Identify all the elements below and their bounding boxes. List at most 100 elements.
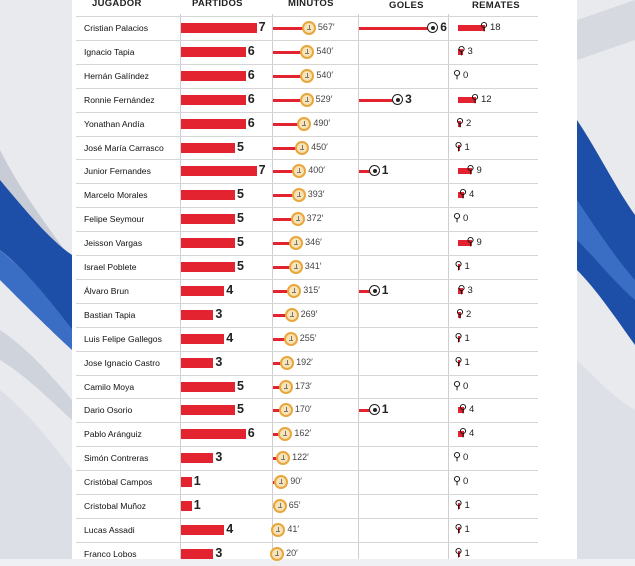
table-row: [76, 39, 538, 64]
partidos-bar: [181, 118, 246, 129]
table-row: [76, 207, 538, 231]
partidos-value: 6: [247, 43, 255, 58]
minutos-bar: [273, 170, 297, 174]
partidos-bar: [181, 405, 235, 416]
remates-bar: [458, 240, 472, 247]
table-row: [76, 517, 538, 542]
clock-icon: [288, 260, 303, 274]
remates-bar: [458, 192, 464, 199]
partidos-value: 1: [193, 474, 201, 489]
goles-value: 1: [381, 402, 389, 417]
remates-bar: [458, 431, 464, 438]
table-row: [76, 494, 538, 518]
partidos-value: 5: [237, 211, 244, 226]
remates-bar: [458, 168, 472, 175]
remates-value: 1: [464, 547, 470, 559]
kicking-player-icon: ⚲: [466, 236, 475, 249]
kicking-player-icon: ⚲: [454, 522, 463, 535]
clock-icon: [271, 522, 286, 537]
clock-icon: [292, 164, 307, 179]
kicking-player-icon: ⚲: [453, 212, 462, 225]
partidos-bar: [181, 70, 246, 81]
kicking-player-icon: ⚲: [466, 164, 475, 177]
minutos-bar: [273, 361, 285, 365]
goles-bar: [359, 27, 430, 30]
player-name: Yonathan Andía: [84, 118, 145, 129]
player-name: Cristóbal Campos: [84, 477, 153, 488]
column-divider-remates: [448, 14, 449, 559]
kicking-player-icon: ⚲: [453, 451, 462, 464]
clock-icon: [295, 140, 310, 155]
partidos-bar: [181, 548, 214, 559]
soccer-ball-icon: [368, 404, 380, 416]
minutos-bar: [273, 218, 295, 222]
remates-bar: [458, 359, 460, 366]
clock-icon: [291, 188, 306, 203]
minutos-value: 20′: [286, 547, 298, 558]
minutos-bar: [273, 194, 296, 198]
goles-bar: [359, 98, 395, 102]
player-name: Ignacio Tapia: [84, 46, 135, 57]
clock-icon: [301, 21, 316, 35]
table-row: [76, 111, 538, 136]
player-name: Luis Felipe Gallegos: [84, 333, 162, 344]
partidos-value: 3: [215, 354, 223, 369]
table-row: [76, 446, 538, 470]
partidos-bar: [181, 429, 246, 440]
partidos-value: 5: [237, 235, 244, 250]
remates-bar: [458, 264, 460, 270]
remates-bar: [458, 144, 460, 151]
partidos-bar: [181, 23, 257, 33]
clock-icon: [300, 44, 315, 59]
minutos-bar: [273, 27, 306, 30]
partidos-value: 6: [247, 426, 255, 441]
partidos-bar: [181, 238, 235, 249]
kicking-player-icon: ⚲: [454, 331, 463, 344]
partidos-bar: [181, 477, 192, 488]
table-row: [76, 278, 538, 303]
table-row: [76, 422, 538, 446]
kicking-player-icon: ⚲: [456, 307, 465, 320]
partidos-bar: [181, 333, 225, 344]
player-name: Jose Ignacio Castro: [84, 357, 160, 368]
goles-bar: [359, 289, 371, 293]
kicking-player-icon: ⚲: [454, 355, 463, 368]
table-row: [76, 87, 538, 112]
remates-value: 9: [476, 165, 482, 177]
partidos-value: 4: [226, 330, 234, 345]
minutos-bar: [273, 98, 304, 102]
remates-value: 0: [463, 452, 469, 464]
clock-icon: [289, 236, 304, 251]
kicking-player-icon: ⚲: [471, 92, 480, 105]
clock-icon: [299, 92, 314, 107]
minutos-value: 372′: [306, 213, 324, 224]
minutos-bar: [273, 50, 305, 54]
minutos-value: 269′: [300, 308, 318, 319]
minutos-value: 41′: [287, 523, 300, 534]
minutos-value: 65′: [288, 500, 301, 510]
remates-value: 1: [464, 141, 470, 153]
player-name: Cristobal Muñoz: [84, 501, 147, 511]
table-row: [76, 159, 538, 183]
goles-bar: [359, 409, 371, 413]
partidos-value: 5: [237, 139, 244, 154]
minutos-value: 450′: [311, 141, 328, 152]
minutos-value: 540′: [316, 45, 334, 56]
goles-value: 3: [405, 91, 412, 106]
clock-icon: [283, 331, 298, 346]
header-jugador: JUGADOR: [92, 0, 142, 9]
minutos-bar: [273, 409, 283, 413]
table-row: [76, 302, 538, 327]
partidos-bar: [181, 190, 235, 201]
soccer-ball-icon: [392, 93, 404, 105]
table-row: [76, 398, 538, 422]
column-divider-minutos: [272, 14, 273, 559]
remates-bar: [458, 407, 464, 414]
partidos-value: 1: [193, 498, 201, 512]
remates-value: 1: [464, 523, 470, 535]
minutos-value: 567′: [317, 22, 335, 32]
remates-value: 1: [464, 500, 470, 511]
player-name: Felipe Seymour: [84, 214, 145, 225]
clock-icon: [274, 475, 289, 490]
clock-icon: [284, 307, 299, 322]
